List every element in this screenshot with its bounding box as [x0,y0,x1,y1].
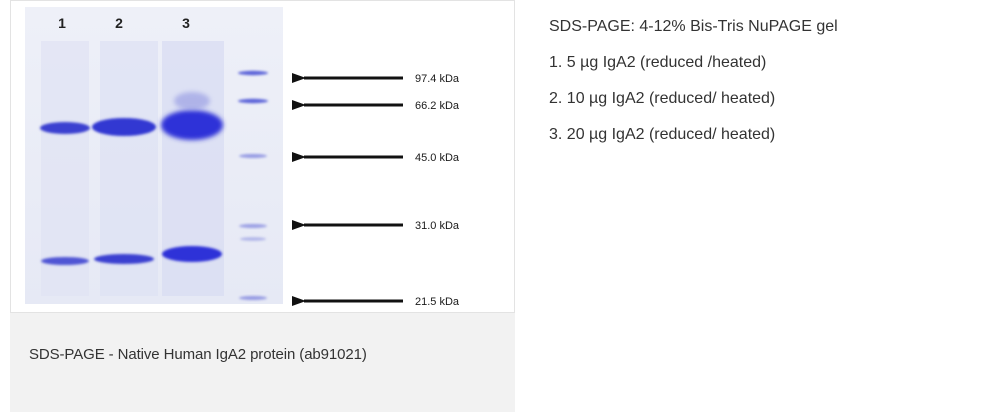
ladder-band-31 [239,224,267,228]
band-lane3-light [162,246,222,262]
band-lane1-light [41,257,89,265]
lane-2-streak [100,41,158,296]
lane-description-2: 2. 10 µg IgA2 (reduced/ heated) [549,90,776,108]
description-title: SDS-PAGE: 4-12% Bis-Tris NuPAGE gel [549,18,838,35]
band-lane3-smear [174,92,210,110]
figure-card: 1 2 3 97.4 kDa [10,0,515,412]
mw-label-66: 66.2 kDa [415,100,460,112]
band-lane2-heavy [92,118,156,136]
ladder-band-97 [238,70,268,76]
ladder-band-21 [239,296,267,300]
mw-label-45: 45.0 kDa [415,152,460,164]
ladder-band-66 [238,98,268,104]
lane-description-3: 3. 20 µg IgA2 (reduced/ heated) [549,126,776,144]
mw-label-97: 97.4 kDa [415,73,460,85]
mw-label-21: 21.5 kDa [415,296,460,308]
gel-image: 1 2 3 97.4 kDa [10,0,515,313]
gel-description: SDS-PAGE: 4-12% Bis-Tris NuPAGE gel 1. 5… [549,18,999,162]
band-lane1-heavy [40,122,90,134]
ladder-band-45 [239,154,267,158]
lane-description-1: 1. 5 µg IgA2 (reduced /heated) [549,54,767,71]
lane-1-streak [41,41,89,296]
band-lane3-heavy [161,110,223,140]
gel-graphic: 1 2 3 97.4 kDa [25,7,460,308]
lane-number-3: 3 [182,15,190,31]
lane-number-1: 1 [58,15,66,31]
lane-list: 1. 5 µg IgA2 (reduced /heated) 2. 10 µg … [549,53,999,145]
mw-label-31: 31.0 kDa [415,220,460,232]
lane-number-2: 2 [115,15,123,31]
ladder-band-minor [240,237,266,241]
band-lane2-light [94,254,154,264]
figure-caption: SDS-PAGE - Native Human IgA2 protein (ab… [29,346,367,363]
